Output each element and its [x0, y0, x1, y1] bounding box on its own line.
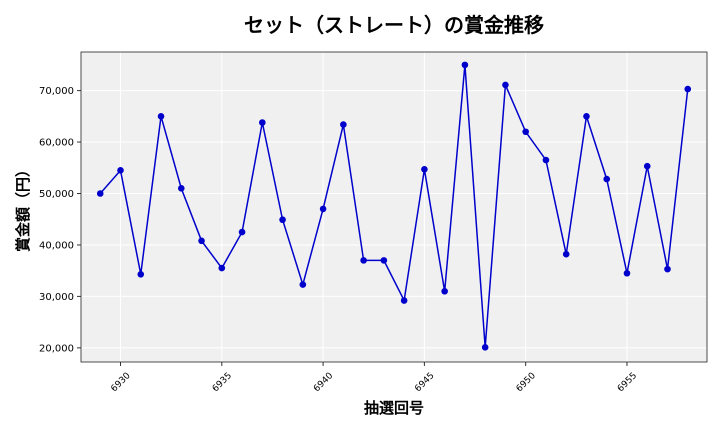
x-tick-label: 6935 [211, 371, 234, 394]
data-point [157, 113, 165, 120]
series-line [99, 64, 689, 348]
data-point [542, 156, 550, 164]
data-point [684, 85, 692, 93]
x-tick-label: 6950 [515, 371, 538, 394]
x-tick-label: 6940 [312, 371, 335, 394]
data-point [319, 205, 327, 213]
data-point [400, 297, 408, 304]
x-axis-label: 抽選回号 [364, 399, 424, 417]
series [96, 61, 692, 351]
data-point [664, 265, 671, 273]
chart-title: セット（ストレート）の賞金推移 [244, 13, 544, 37]
y-tick-label: 20,000 [39, 343, 74, 354]
data-point [522, 128, 529, 136]
data-point [198, 237, 205, 245]
plot-background [81, 52, 707, 362]
data-point [441, 287, 448, 295]
y-tick-label: 50,000 [39, 189, 74, 200]
grid [81, 52, 707, 362]
data-point [279, 216, 286, 224]
y-tick-label: 70,000 [39, 86, 74, 97]
y-tick-label: 40,000 [39, 240, 74, 251]
data-point [623, 269, 631, 277]
y-axis-label: 賞金額（円） [14, 162, 32, 252]
data-point [177, 185, 185, 192]
data-point [137, 270, 145, 278]
data-point [461, 61, 469, 69]
data-point [218, 264, 226, 272]
data-point [360, 257, 367, 264]
x-tick-label: 6930 [109, 371, 132, 394]
data-point [259, 119, 266, 126]
data-point [502, 81, 509, 89]
data-point [603, 175, 611, 183]
x-tick-label: 6945 [413, 371, 436, 394]
x-tick-label: 6955 [616, 371, 639, 394]
data-point [643, 162, 651, 170]
data-point [340, 121, 347, 128]
data-point [421, 166, 428, 173]
data-point [96, 190, 104, 197]
data-point [299, 281, 307, 288]
y-tick-label: 60,000 [39, 138, 74, 149]
data-point [380, 257, 388, 264]
y-tick-label: 30,000 [39, 292, 74, 303]
data-point [583, 113, 590, 120]
data-point [238, 228, 246, 236]
data-point [562, 250, 570, 258]
data-point [481, 344, 489, 351]
plot-frame [80, 51, 708, 363]
data-point [117, 167, 124, 174]
